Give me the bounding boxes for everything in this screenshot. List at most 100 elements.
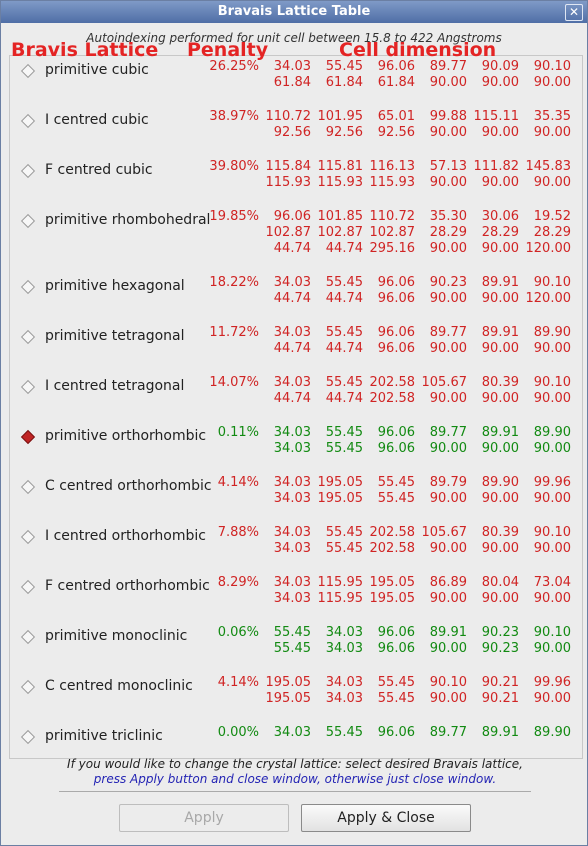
cell-dimension-value: 44.74 <box>325 391 363 406</box>
cell-dimension-value: 90.00 <box>429 391 467 406</box>
radio-diamond-icon <box>20 279 36 295</box>
cell-dimension-value: 90.00 <box>429 641 467 656</box>
cell-dimension-value: 115.95 <box>317 575 364 590</box>
cell-dimension-value: 195.05 <box>317 475 364 490</box>
apply-close-button[interactable]: Apply & Close <box>301 804 471 832</box>
instruction-note-blue: press Apply button and close window, oth… <box>93 772 497 786</box>
cell-dimension-value: 90.10 <box>429 675 467 690</box>
cell-dimension-value: 195.05 <box>265 675 312 690</box>
lattice-name[interactable]: C centred orthorhombic <box>45 478 212 494</box>
cell-dimension-value: 57.13 <box>429 159 467 174</box>
cell-dimension-value: 90.00 <box>429 241 467 256</box>
lattice-radio[interactable] <box>20 279 36 295</box>
cell-dimension-value: 92.56 <box>273 125 311 140</box>
cell-dimension-value: 90.00 <box>481 241 519 256</box>
cell-dimension-value: 96.06 <box>377 725 415 740</box>
cell-dimension-value: 99.96 <box>533 675 571 690</box>
cell-dimension-value: 89.91 <box>481 275 519 290</box>
close-icon[interactable]: ✕ <box>565 4 583 21</box>
radio-diamond-icon <box>20 529 36 545</box>
cell-dimension-value: 195.05 <box>265 691 312 706</box>
lattice-name[interactable]: C centred monoclinic <box>45 678 193 694</box>
cell-dimension-value: 99.96 <box>533 475 571 490</box>
cell-dimension-value: 89.91 <box>481 725 519 740</box>
radio-diamond-icon <box>20 479 36 495</box>
penalty-value: 39.80% <box>209 159 259 174</box>
cell-dimension-value: 116.13 <box>369 159 416 174</box>
cell-dimension-value: 80.04 <box>481 575 519 590</box>
cell-dimension-value: 28.29 <box>481 225 519 240</box>
cell-dimension-value: 90.10 <box>533 525 571 540</box>
lattice-name[interactable]: primitive orthorhombic <box>45 428 207 444</box>
cell-dimension-value: 90.00 <box>481 175 519 190</box>
cell-dimension-value: 34.03 <box>273 725 311 740</box>
cell-dimension-value: 55.45 <box>273 625 311 640</box>
cell-dimension-value: 90.00 <box>481 391 519 406</box>
lattice-radio[interactable] <box>20 729 36 745</box>
cell-dimension-value: 55.45 <box>325 541 363 556</box>
cell-dimension-value: 44.74 <box>273 291 311 306</box>
radio-diamond-icon <box>20 429 36 445</box>
cell-dimension-value: 55.45 <box>325 725 363 740</box>
lattice-radio[interactable] <box>20 63 36 79</box>
lattice-radio[interactable] <box>20 329 36 345</box>
radio-diamond-icon <box>20 679 36 695</box>
lattice-name[interactable]: primitive monoclinic <box>45 628 188 644</box>
lattice-radio[interactable] <box>20 479 36 495</box>
lattice-radio[interactable] <box>20 679 36 695</box>
cell-dimension-value: 34.03 <box>273 325 311 340</box>
lattice-radio[interactable] <box>20 163 36 179</box>
cell-dimension-value: 90.00 <box>429 341 467 356</box>
cell-dimension-value: 55.45 <box>377 491 415 506</box>
penalty-value: 0.11% <box>217 425 259 440</box>
cell-dimension-value: 34.03 <box>273 59 311 74</box>
cell-dimension-value: 90.00 <box>429 175 467 190</box>
divider <box>59 791 531 792</box>
lattice-name[interactable]: F centred cubic <box>45 162 153 178</box>
apply-button[interactable]: Apply <box>119 804 289 832</box>
cell-dimension-value: 34.03 <box>273 375 311 390</box>
cell-dimension-value: 55.45 <box>273 641 311 656</box>
cell-dimension-value: 19.52 <box>533 209 571 224</box>
lattice-radio[interactable] <box>20 429 36 445</box>
lattice-name[interactable]: primitive cubic <box>45 62 149 78</box>
lattice-name[interactable]: I centred cubic <box>45 112 149 128</box>
penalty-value: 4.14% <box>217 475 259 490</box>
penalty-value: 19.85% <box>209 209 259 224</box>
lattice-name[interactable]: F centred orthorhombic <box>45 578 210 594</box>
cell-dimension-value: 96.06 <box>273 209 311 224</box>
radio-diamond-icon <box>20 163 36 179</box>
radio-diamond-icon <box>20 729 36 745</box>
cell-dimension-value: 195.05 <box>317 491 364 506</box>
cell-dimension-value: 55.45 <box>325 275 363 290</box>
lattice-name[interactable]: primitive tetragonal <box>45 328 185 344</box>
lattice-radio[interactable] <box>20 213 36 229</box>
cell-dimension-value: 90.00 <box>533 125 571 140</box>
lattice-radio[interactable] <box>20 629 36 645</box>
title-bar[interactable]: Bravais Lattice Table ✕ <box>1 1 587 23</box>
lattice-name[interactable]: primitive rhombohedral <box>45 212 211 228</box>
lattice-name[interactable]: primitive hexagonal <box>45 278 185 294</box>
cell-dimension-value: 89.91 <box>481 425 519 440</box>
cell-dimension-value: 92.56 <box>377 125 415 140</box>
lattice-radio[interactable] <box>20 113 36 129</box>
lattice-radio[interactable] <box>20 529 36 545</box>
penalty-value: 0.00% <box>217 725 259 740</box>
lattice-radio[interactable] <box>20 579 36 595</box>
cell-dimension-value: 120.00 <box>525 241 572 256</box>
cell-dimension-value: 90.10 <box>533 625 571 640</box>
cell-dimension-value: 55.45 <box>325 375 363 390</box>
lattice-name[interactable]: primitive triclinic <box>45 728 163 744</box>
cell-dimension-value: 102.87 <box>265 225 312 240</box>
cell-dimension-value: 115.81 <box>317 159 364 174</box>
cell-dimension-value: 80.39 <box>481 525 519 540</box>
cell-dimension-value: 202.58 <box>369 375 416 390</box>
lattice-name[interactable]: I centred tetragonal <box>45 378 185 394</box>
cell-dimension-value: 89.90 <box>481 475 519 490</box>
cell-dimension-value: 115.93 <box>369 175 416 190</box>
lattice-radio[interactable] <box>20 379 36 395</box>
lattice-name[interactable]: I centred orthorhombic <box>45 528 206 544</box>
cell-dimension-value: 73.04 <box>533 575 571 590</box>
cell-dimension-value: 34.03 <box>273 475 311 490</box>
cell-dimension-value: 44.74 <box>325 341 363 356</box>
